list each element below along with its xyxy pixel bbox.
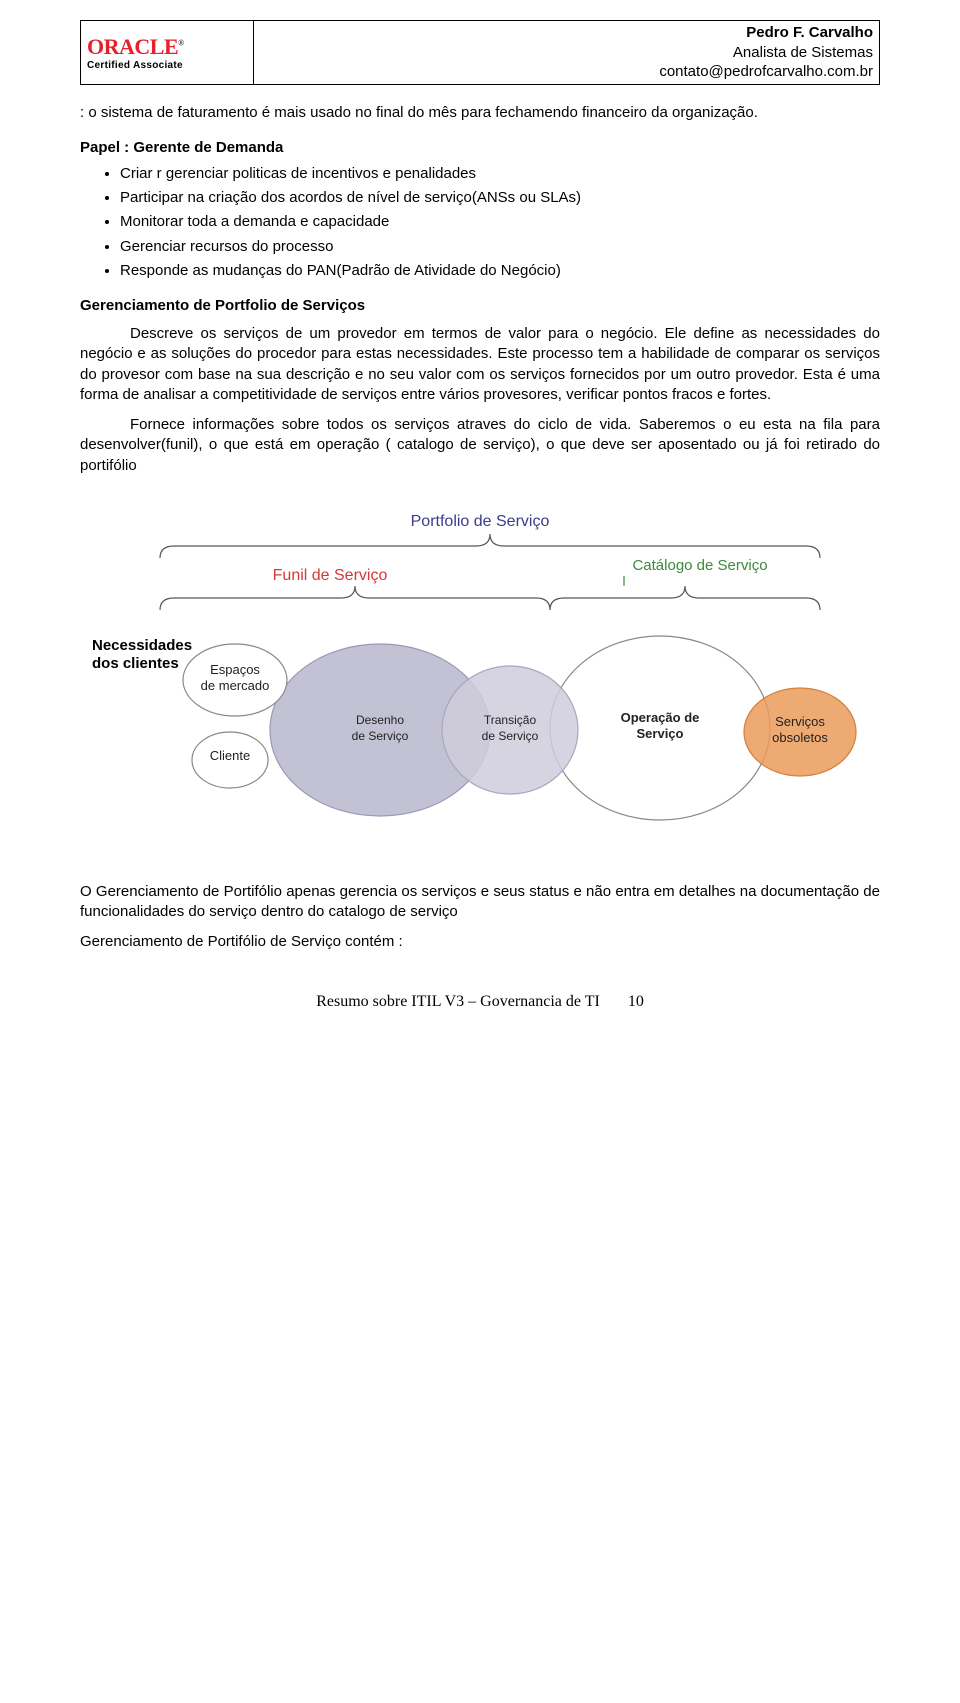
author-contact: contato@pedrofcarvalho.com.br [260,62,873,82]
svg-text:Desenho: Desenho [356,713,404,727]
intro-paragraph: : o sistema de faturamento é mais usado … [80,103,880,123]
role-title: Papel : Gerente de Demanda [80,139,880,156]
role-bullets: Criar r gerenciar politicas de incentivo… [120,164,880,281]
svg-text:de Serviço: de Serviço [482,729,539,743]
svg-text:Transição: Transição [484,713,537,727]
list-item: Participar na criação dos acordos de nív… [120,188,880,208]
after-diagram-paragraph: O Gerenciamento de Portifólio apenas ger… [80,882,880,923]
svg-text:Operação de: Operação de [621,710,700,725]
svg-text:de mercado: de mercado [201,678,270,693]
logo-subtitle: Certified Associate [87,60,183,71]
footer-text: Resumo sobre ITIL V3 – Governancia de TI [316,993,600,1010]
oracle-logo: ORACLE® Certified Associate [87,34,247,71]
logo-cell: ORACLE® Certified Associate [81,21,254,85]
svg-text:Necessidades: Necessidades [92,637,192,654]
logo-word: ORACLE® [87,34,184,60]
logo-text: ORACLE [87,34,178,59]
portfolio-title: Gerenciamento de Portfolio de Serviços [80,297,880,314]
logo-trademark: ® [178,38,184,47]
page-number: 10 [628,993,644,1010]
diagram-svg: Espaçosde mercado Cliente Desenho de Serviç… [80,500,880,860]
page-footer: Resumo sobre ITIL V3 – Governancia de TI… [80,993,880,1011]
author-name: Pedro F. Carvalho [260,23,873,43]
svg-text:Catálogo de Serviço: Catálogo de Serviço [632,557,767,574]
header-table: ORACLE® Certified Associate Pedro F. Car… [80,20,880,85]
author-role: Analista de Sistemas [260,43,873,63]
svg-text:Serviço: Serviço [637,726,684,741]
portfolio-p2: Fornece informações sobre todos os servi… [80,415,880,476]
page-container: ORACLE® Certified Associate Pedro F. Car… [40,0,920,1041]
svg-text:Serviços: Serviços [775,714,825,729]
portfolio-p1: Descreve os serviços de um provedor em t… [80,324,880,405]
svg-text:Cliente: Cliente [210,748,250,763]
list-item: Gerenciar recursos do processo [120,237,880,257]
list-item: Monitorar toda a demanda e capacidade [120,212,880,232]
list-item: Criar r gerenciar politicas de incentivo… [120,164,880,184]
svg-text:Funil de Serviço: Funil de Serviço [273,567,388,584]
svg-text:Espaços: Espaços [210,662,260,677]
svg-text:obsoletos: obsoletos [772,730,828,745]
author-cell: Pedro F. Carvalho Analista de Sistemas c… [254,21,880,85]
svg-text:de Serviço: de Serviço [352,729,409,743]
svg-text:Portfolio de Serviço: Portfolio de Serviço [411,513,550,530]
closing-line: Gerenciamento de Portifólio de Serviço c… [80,932,880,952]
list-item: Responde as mudanças do PAN(Padrão de At… [120,261,880,281]
portfolio-diagram: Espaçosde mercado Cliente Desenho de Serviç… [80,500,880,864]
svg-text:dos clientes: dos clientes [92,655,179,672]
